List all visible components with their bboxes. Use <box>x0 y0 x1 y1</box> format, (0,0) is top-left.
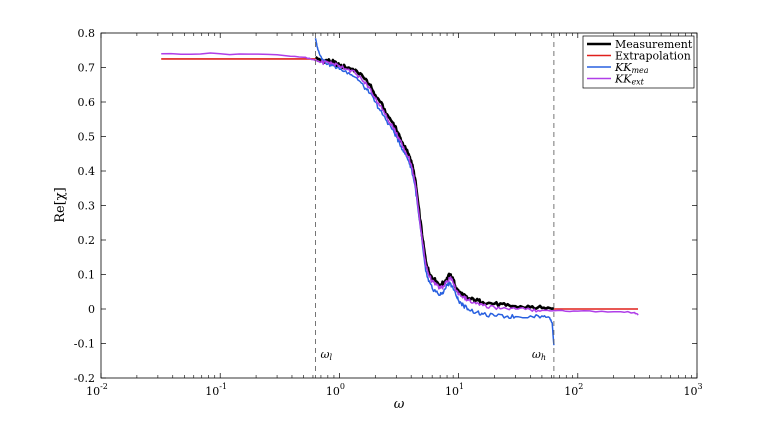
y-tick-label: 0.7 <box>78 62 96 75</box>
series-line-extrapolation <box>161 58 638 310</box>
vline-label-l: ωl <box>320 348 332 362</box>
x-tick-label: 102 <box>564 382 583 398</box>
y-tick-label: 0.2 <box>78 234 96 247</box>
reference-lines: ωl ωh <box>315 33 555 378</box>
x-axis-label: ω <box>394 397 405 412</box>
y-tick-labels: -0.2 -0.1 0 0.1 0.2 0.3 0.4 0.5 0.6 0.7 0.8 <box>74 27 95 385</box>
data-layer <box>161 38 639 346</box>
y-tick-label: 0.1 <box>78 269 96 282</box>
x-tick-label: 103 <box>683 382 702 398</box>
y-tick-label: 0.6 <box>78 96 96 109</box>
y-tick-label: 0 <box>88 303 95 316</box>
x-tick-label: 100 <box>326 382 345 398</box>
y-tick-label: 0.5 <box>78 131 96 144</box>
series-line-kk-ext <box>161 52 639 316</box>
y-tick-label: -0.2 <box>74 372 95 385</box>
ticks <box>100 32 698 379</box>
legend-label: Measurement <box>615 38 693 51</box>
x-tick-labels: 10-2 10-1 100 101 102 103 <box>86 382 702 398</box>
legend-label: KKmea <box>614 61 649 75</box>
plot-area <box>101 33 697 378</box>
x-tick-label: 101 <box>445 382 464 398</box>
y-tick-label: 0.4 <box>78 165 96 178</box>
legend-label: Extrapolation <box>615 50 691 63</box>
y-tick-label: 0.3 <box>78 200 96 213</box>
y-axis-label: Re[χ] <box>53 187 68 223</box>
x-tick-label: 10-1 <box>205 382 227 398</box>
legend-label: KKext <box>614 73 645 87</box>
y-tick-label: -0.1 <box>74 338 95 351</box>
y-tick-label: 0.8 <box>78 27 96 40</box>
